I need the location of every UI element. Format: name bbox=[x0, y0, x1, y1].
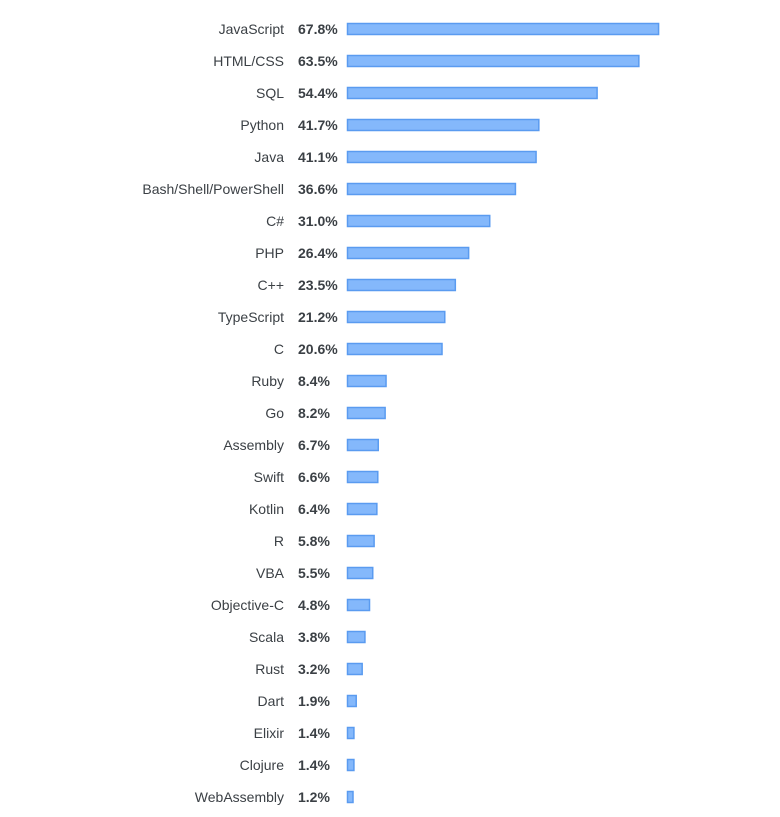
bar-dart bbox=[346, 694, 357, 708]
category-label-rust: Rust bbox=[255, 661, 284, 677]
value-label-assembly: 6.7% bbox=[298, 437, 330, 453]
category-label-sql: SQL bbox=[256, 85, 284, 101]
category-label-python: Python bbox=[240, 117, 284, 133]
category-label-c: C++ bbox=[258, 277, 284, 293]
category-label-go: Go bbox=[265, 405, 284, 421]
bar-bash-shell-powershell bbox=[346, 182, 517, 196]
bar-html-css bbox=[346, 54, 640, 68]
value-label-vba: 5.5% bbox=[298, 565, 330, 581]
bar-r bbox=[346, 534, 375, 548]
category-label-java: Java bbox=[254, 149, 284, 165]
bar-kotlin bbox=[346, 502, 378, 516]
category-labels: JavaScript HTML/CSS SQL Python Java Bash/Shel… bbox=[142, 21, 284, 805]
value-label-javascript: 67.8% bbox=[298, 21, 338, 37]
category-label-clojure: Clojure bbox=[240, 757, 285, 773]
category-label-c: C# bbox=[266, 213, 284, 229]
value-label-rust: 3.2% bbox=[298, 661, 330, 677]
category-label-dart: Dart bbox=[258, 693, 285, 709]
bar-sql bbox=[346, 86, 598, 100]
bar-objective-c bbox=[346, 598, 371, 612]
value-label-java: 41.1% bbox=[298, 149, 338, 165]
value-label-clojure: 1.4% bbox=[298, 757, 330, 773]
category-label-swift: Swift bbox=[254, 469, 284, 485]
bars bbox=[346, 22, 660, 804]
value-label-kotlin: 6.4% bbox=[298, 501, 330, 517]
category-label-ruby: Ruby bbox=[251, 373, 284, 389]
category-label-scala: Scala bbox=[249, 629, 284, 645]
value-label-webassembly: 1.2% bbox=[298, 789, 330, 805]
category-label-php: PHP bbox=[255, 245, 284, 261]
value-label-ruby: 8.4% bbox=[298, 373, 330, 389]
value-label-dart: 1.9% bbox=[298, 693, 330, 709]
value-label-scala: 3.8% bbox=[298, 629, 330, 645]
bar-javascript bbox=[346, 22, 660, 36]
bar-clojure bbox=[346, 758, 355, 772]
value-label-elixir: 1.4% bbox=[298, 725, 330, 741]
category-label-elixir: Elixir bbox=[254, 725, 285, 741]
bar-c bbox=[346, 342, 443, 356]
bar-c bbox=[346, 278, 457, 292]
bar-typescript bbox=[346, 310, 446, 324]
value-label-go: 8.2% bbox=[298, 405, 330, 421]
bar-python bbox=[346, 118, 540, 132]
category-label-vba: VBA bbox=[256, 565, 285, 581]
category-label-typescript: TypeScript bbox=[218, 309, 284, 325]
bar-scala bbox=[346, 630, 366, 644]
value-labels: 67.8% 63.5% 54.4% 41.7% 41.1% 36.6% 31.0% 26.4%… bbox=[298, 21, 338, 805]
category-label-objective-c: Objective-C bbox=[211, 597, 284, 613]
bar-swift bbox=[346, 470, 379, 484]
value-label-php: 26.4% bbox=[298, 245, 338, 261]
bar-webassembly bbox=[346, 790, 354, 804]
bar-java bbox=[346, 150, 537, 164]
value-label-typescript: 21.2% bbox=[298, 309, 338, 325]
category-label-assembly: Assembly bbox=[223, 437, 284, 453]
value-label-html-css: 63.5% bbox=[298, 53, 338, 69]
value-label-objective-c: 4.8% bbox=[298, 597, 330, 613]
category-label-kotlin: Kotlin bbox=[249, 501, 284, 517]
value-label-bash-shell-powershell: 36.6% bbox=[298, 181, 338, 197]
bar-go bbox=[346, 406, 386, 420]
bar-rust bbox=[346, 662, 363, 676]
category-label-bash-shell-powershell: Bash/Shell/PowerShell bbox=[142, 181, 284, 197]
bar-ruby bbox=[346, 374, 387, 388]
value-label-c: 31.0% bbox=[298, 213, 338, 229]
category-label-webassembly: WebAssembly bbox=[195, 789, 284, 805]
bar-c bbox=[346, 214, 491, 228]
bar-vba bbox=[346, 566, 374, 580]
value-label-r: 5.8% bbox=[298, 533, 330, 549]
category-label-html-css: HTML/CSS bbox=[213, 53, 284, 69]
category-label-javascript: JavaScript bbox=[219, 21, 284, 37]
bar-elixir bbox=[346, 726, 355, 740]
value-label-swift: 6.6% bbox=[298, 469, 330, 485]
value-label-c: 23.5% bbox=[298, 277, 338, 293]
category-label-c: C bbox=[274, 341, 284, 357]
bar-php bbox=[346, 246, 470, 260]
value-label-sql: 54.4% bbox=[298, 85, 338, 101]
bar-assembly bbox=[346, 438, 379, 452]
category-label-r: R bbox=[274, 533, 284, 549]
value-label-c: 20.6% bbox=[298, 341, 338, 357]
value-label-python: 41.7% bbox=[298, 117, 338, 133]
